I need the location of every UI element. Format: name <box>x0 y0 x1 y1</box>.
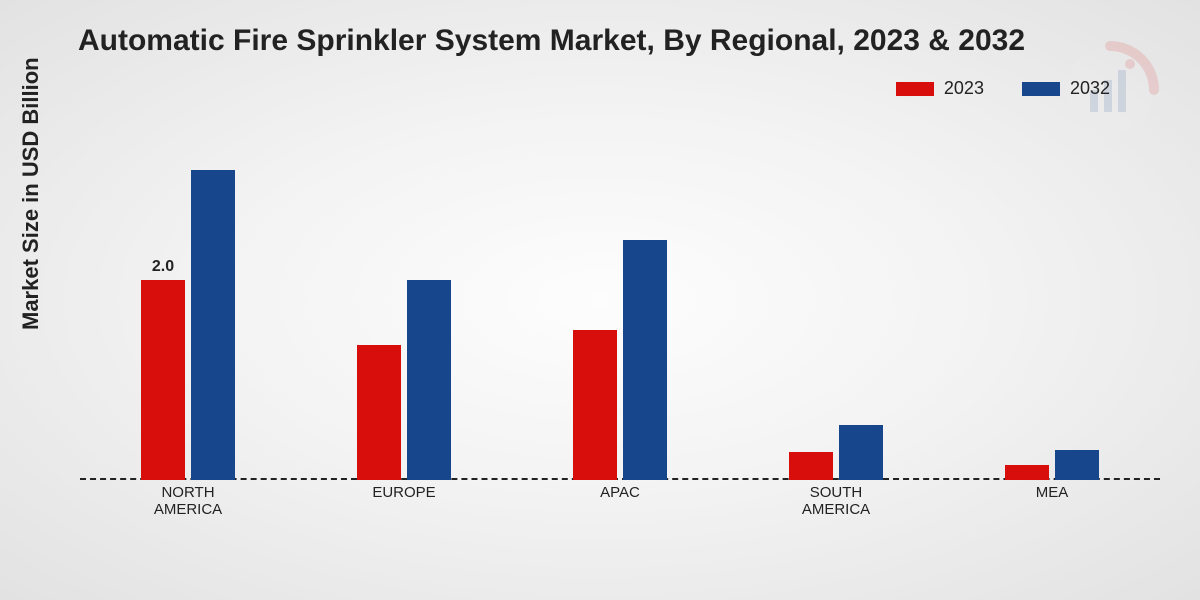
bar-value-label: 2.0 <box>152 258 174 276</box>
bar-group <box>296 280 512 480</box>
bar-group <box>512 240 728 480</box>
x-axis-category-label: MEA <box>944 484 1160 501</box>
x-axis-category-label: SOUTH AMERICA <box>728 484 944 519</box>
legend: 2023 2032 <box>896 78 1110 99</box>
bar-group <box>944 450 1160 480</box>
x-axis-category-label: EUROPE <box>296 484 512 501</box>
legend-item-2032: 2032 <box>1022 78 1110 99</box>
x-axis-labels: NORTH AMERICAEUROPEAPACSOUTH AMERICAMEA <box>80 484 1160 524</box>
bar-2023 <box>1005 465 1049 480</box>
bar-2023 <box>573 330 617 480</box>
bar-2032 <box>623 240 667 480</box>
x-axis-category-label: NORTH AMERICA <box>80 484 296 519</box>
legend-swatch-2032 <box>1022 82 1060 96</box>
y-axis-label: Market Size in USD Billion <box>18 57 44 330</box>
legend-label-2032: 2032 <box>1070 78 1110 99</box>
bar-2032 <box>1055 450 1099 480</box>
legend-label-2023: 2023 <box>944 78 984 99</box>
bar-group: 2.0 <box>80 170 296 480</box>
plot-area: 2.0 <box>80 120 1160 480</box>
bar-group <box>728 425 944 480</box>
bar-2023 <box>357 345 401 480</box>
chart-title: Automatic Fire Sprinkler System Market, … <box>78 24 1025 58</box>
legend-item-2023: 2023 <box>896 78 984 99</box>
bar-2032 <box>191 170 235 480</box>
bar-2032 <box>839 425 883 480</box>
bar-2032 <box>407 280 451 480</box>
x-axis-category-label: APAC <box>512 484 728 501</box>
legend-swatch-2023 <box>896 82 934 96</box>
bar-2023 <box>789 452 833 480</box>
bar-2023: 2.0 <box>141 280 185 480</box>
